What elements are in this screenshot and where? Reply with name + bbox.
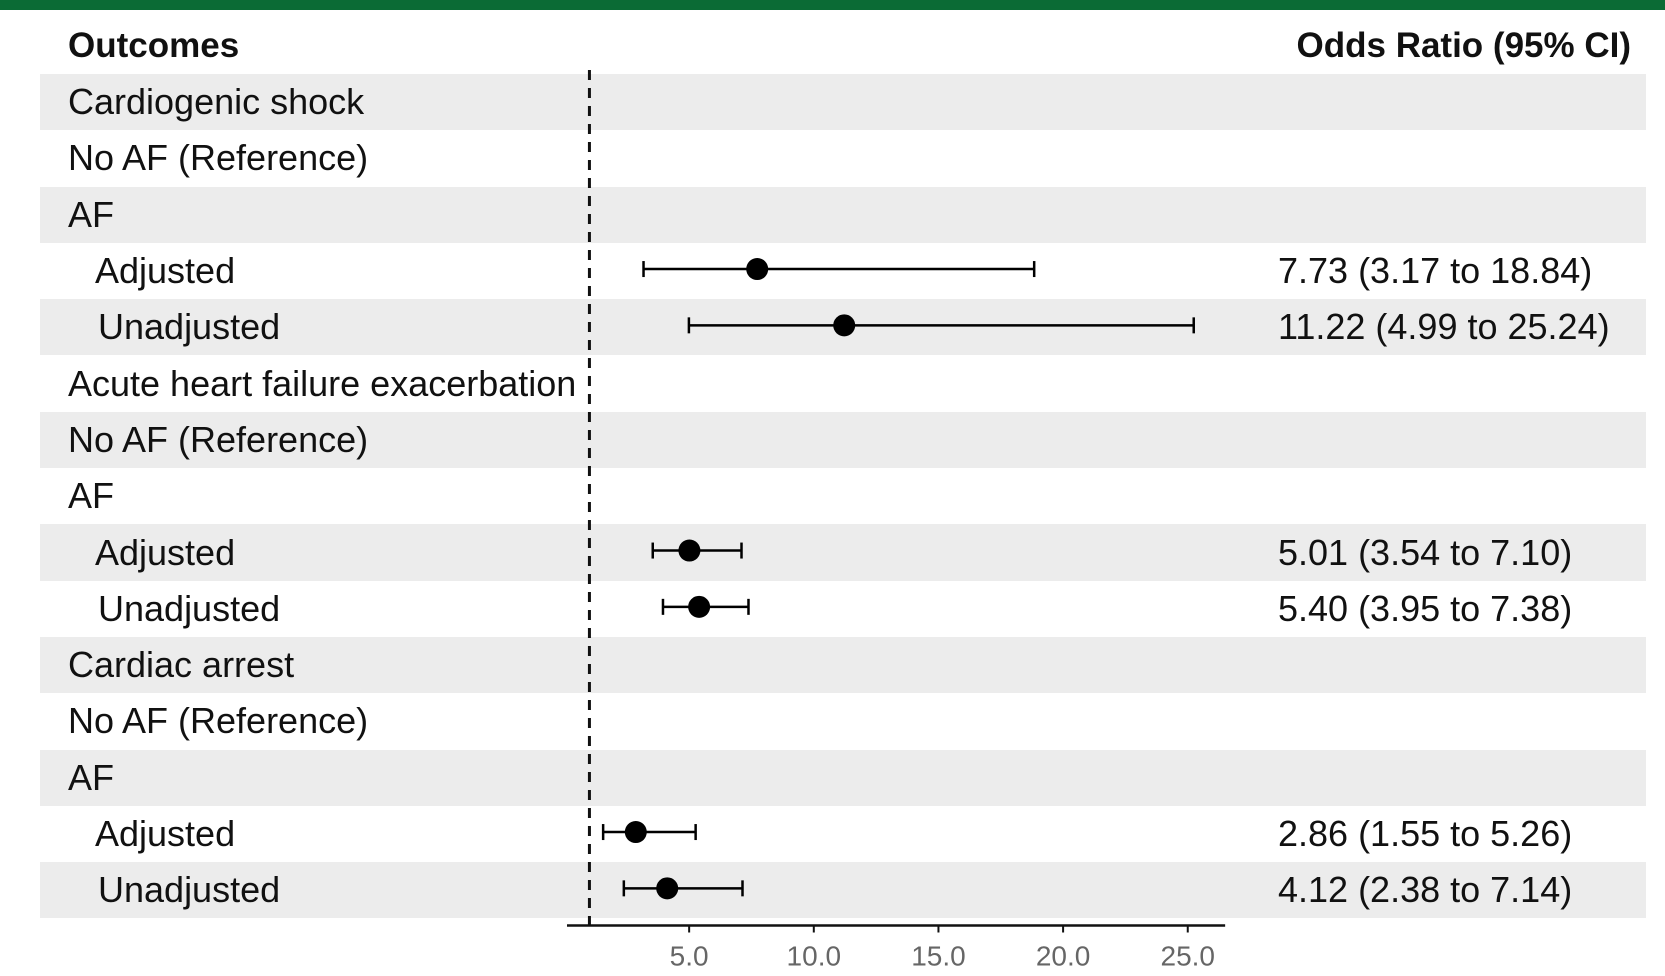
row-label: No AF (Reference) [68, 700, 369, 742]
table-row: Acute heart failure exacerbation [40, 355, 1646, 411]
row-label: AF [68, 475, 115, 517]
odds-ratio-value: 11.22 (4.99 to 25.24) [1278, 306, 1610, 348]
table-row: Cardiac arrest [40, 636, 1646, 694]
x-tick-label: 15.0 [911, 941, 966, 972]
table-row: No AF (Reference) [40, 130, 1646, 186]
outcomes-header: Outcomes [68, 26, 240, 65]
row-label: Adjusted [95, 813, 236, 854]
table-row: AF [40, 749, 1646, 806]
x-tick-label: 5.0 [670, 941, 709, 972]
odds-ratio-header: Odds Ratio (95% CI) [1296, 26, 1631, 65]
table-row: No AF (Reference) [40, 411, 1646, 469]
table-row: Adjusted 2.86 (1.55 to 5.26) [40, 806, 1646, 862]
odds-ratio-value: 2.86 (1.55 to 5.26) [1278, 813, 1573, 854]
row-label: Adjusted [95, 250, 236, 292]
odds-ratio-value: 5.40 (3.95 to 7.38) [1278, 587, 1573, 629]
row-label: Cardiogenic shock [68, 81, 365, 123]
row-label: Unadjusted [98, 306, 281, 348]
x-tick-label: 10.0 [787, 941, 842, 972]
row-label: No AF (Reference) [68, 137, 369, 179]
row-label: Adjusted [95, 531, 236, 573]
row-label: Unadjusted [98, 587, 281, 629]
row-label: AF [68, 193, 115, 235]
row-label: AF [68, 756, 115, 798]
top-accent-bar [0, 0, 1665, 10]
row-label: Unadjusted [98, 869, 281, 911]
table-row: Unadjusted 11.22 (4.99 to 25.24) [40, 299, 1646, 356]
table-row: Adjusted 5.01 (3.54 to 7.10) [40, 524, 1646, 581]
row-label: Cardiac arrest [68, 644, 295, 686]
row-label: No AF (Reference) [68, 418, 369, 460]
x-tick-label: 20.0 [1036, 941, 1091, 972]
table-row: Unadjusted 4.12 (2.38 to 7.14) [40, 862, 1646, 919]
table-row: AF [40, 468, 1646, 524]
row-label: Acute heart failure exacerbation [68, 362, 577, 404]
odds-ratio-value: 7.73 (3.17 to 18.84) [1278, 250, 1593, 292]
table-row: Cardiogenic shock [40, 74, 1646, 131]
x-tick-label: 25.0 [1161, 941, 1216, 972]
odds-ratio-value: 4.12 (2.38 to 7.14) [1278, 869, 1573, 911]
table-row: AF [40, 186, 1646, 243]
table-row: Adjusted 7.73 (3.17 to 18.84) [40, 243, 1646, 299]
forest-rows: Cardiogenic shock No AF (Reference) AF Adju… [40, 74, 1646, 919]
table-row: No AF (Reference) [40, 693, 1646, 749]
table-row: Unadjusted 5.40 (3.95 to 7.38) [40, 581, 1646, 637]
odds-ratio-value: 5.01 (3.54 to 7.10) [1278, 531, 1573, 573]
